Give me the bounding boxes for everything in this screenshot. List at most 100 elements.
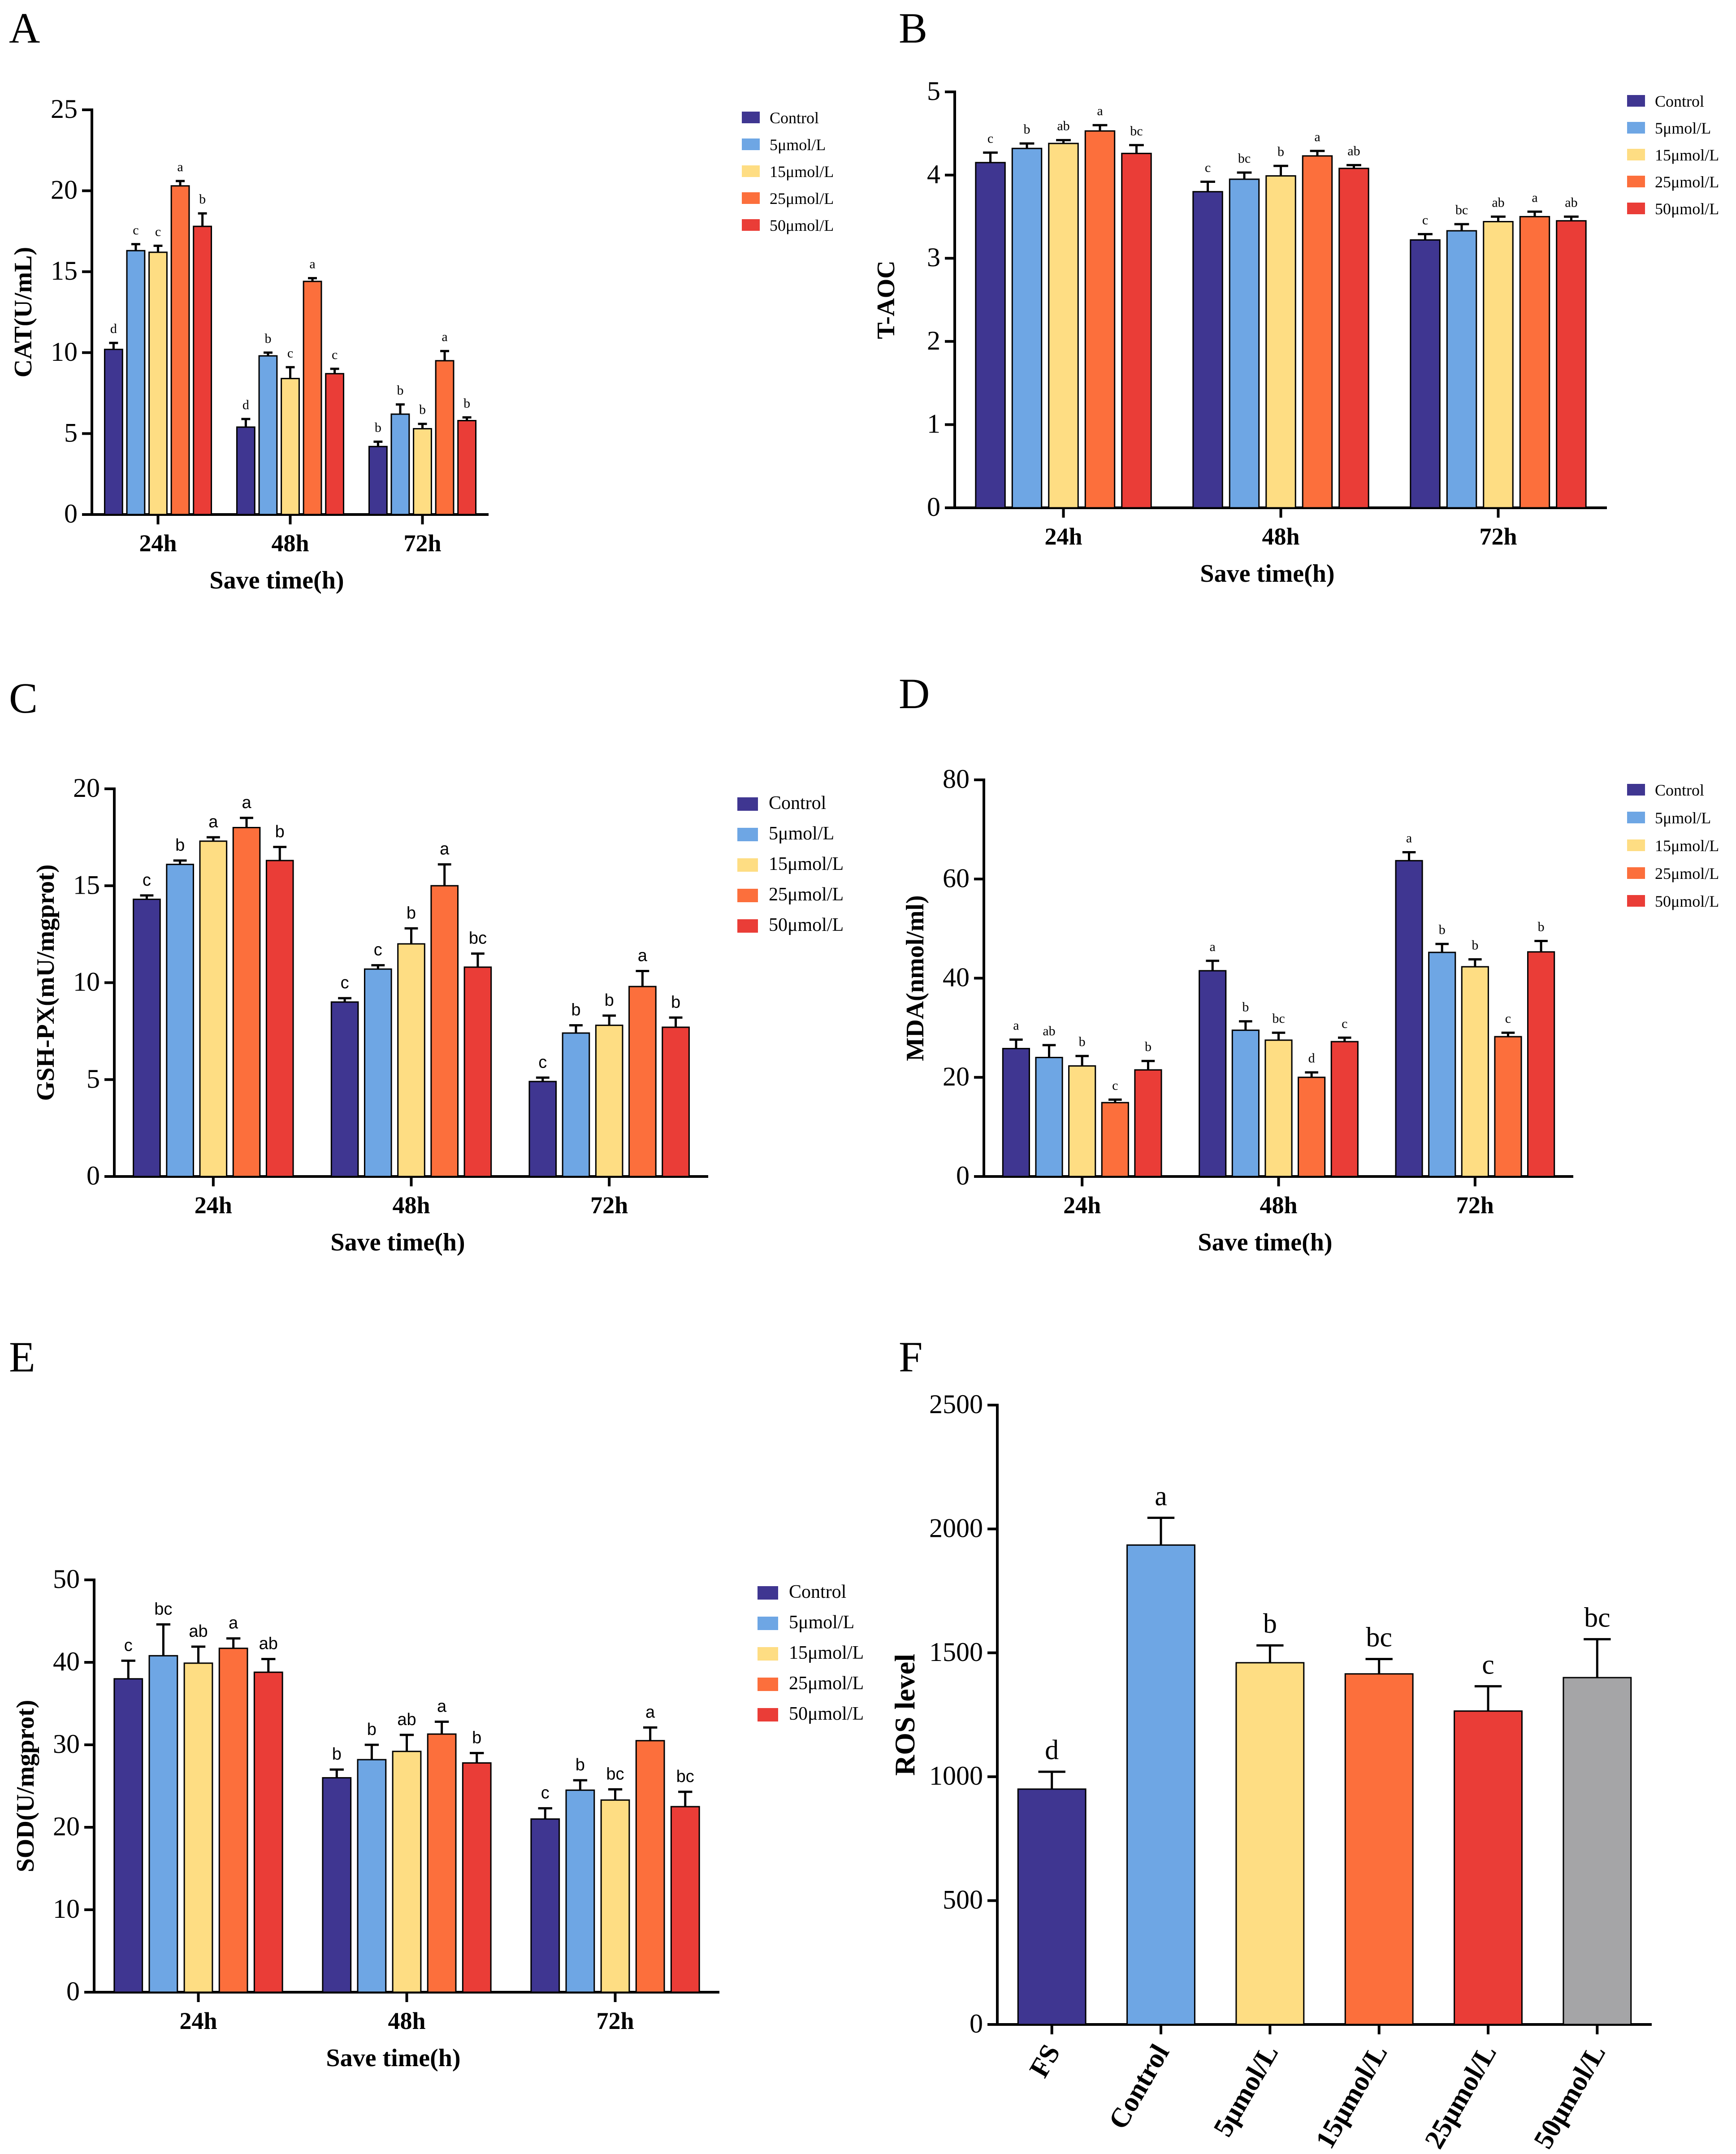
significance-label: b <box>407 904 416 922</box>
y-tick-label: 0 <box>66 1977 80 2006</box>
panel-C: C 0 5 10 15 20 GSH-PX(mU/mgprot) 24h c b a a b 48h c c b… <box>9 674 844 1256</box>
x-tick-label: 25μmol/L <box>1419 2039 1502 2154</box>
legend-entry: 15μmol/L <box>1655 837 1719 855</box>
legend-swatch <box>758 1678 778 1691</box>
bar-15molL-24h <box>1068 1065 1096 1177</box>
y-tick-label: 500 <box>943 1885 983 1915</box>
legend-entry: 50μmol/L <box>1655 200 1719 218</box>
significance-label: c <box>1482 1649 1494 1680</box>
significance-label: c <box>374 941 382 960</box>
y-tick-label: 15 <box>51 256 78 285</box>
bar-Control-48h <box>1192 191 1223 509</box>
bar-25molL-24h <box>1084 130 1116 509</box>
bar-50molL-24h <box>1134 1069 1162 1177</box>
bar-Control-72h <box>530 1818 560 1993</box>
significance-label: b <box>1024 122 1030 137</box>
significance-label: ab <box>1347 143 1360 158</box>
legend-entry: 5μmol/L <box>1655 809 1711 827</box>
bar-50molL-48h <box>463 966 492 1177</box>
bar-5molL-24h <box>1011 147 1043 509</box>
y-axis-title: SOD(U/mgprot) <box>12 1700 39 1873</box>
significance-label: a <box>645 1703 655 1721</box>
bar-Control-48h <box>322 1777 352 1993</box>
y-tick-label: 4 <box>927 160 940 189</box>
x-tick-label: 24h <box>195 1192 232 1219</box>
x-tick-label: 48h <box>271 530 309 557</box>
bar-50molL-48h <box>462 1762 492 1993</box>
significance-label: b <box>671 993 680 1012</box>
bar-25molL-72h <box>628 986 657 1177</box>
significance-label: c <box>1422 212 1428 227</box>
bar-50molL-24h <box>265 860 294 1177</box>
legend-swatch <box>1627 784 1645 796</box>
legend-swatch <box>758 1586 778 1600</box>
x-tick-label: 72h <box>590 1192 628 1219</box>
bar-5molL-48h <box>1231 1029 1260 1177</box>
bar-5molL-24h <box>126 250 146 515</box>
panel-label: C <box>9 674 38 722</box>
legend-swatch <box>737 919 758 933</box>
legend-entry: 50μmol/L <box>1655 892 1719 910</box>
significance-label: b <box>275 822 285 841</box>
significance-label: b <box>1263 1609 1277 1639</box>
bar-Control-24h <box>133 899 161 1177</box>
significance-label: b <box>1277 144 1284 159</box>
significance-label: bc <box>606 1765 624 1783</box>
significance-label: a <box>242 793 251 812</box>
bar-15molL-72h <box>595 1025 623 1177</box>
significance-label: b <box>375 420 381 435</box>
significance-label: a <box>1406 831 1412 846</box>
significance-label: c <box>341 973 349 992</box>
legend-entry: 25μmol/L <box>1655 173 1719 191</box>
significance-label: ab <box>1057 119 1069 134</box>
significance-label: b <box>463 396 470 411</box>
significance-label: b <box>1145 1039 1152 1054</box>
legend-entry: 50μmol/L <box>789 1704 864 1724</box>
significance-label: a <box>1314 130 1320 144</box>
legend-swatch <box>758 1708 778 1721</box>
significance-label: b <box>1472 938 1478 952</box>
legend-entry: 25μmol/L <box>1655 865 1719 882</box>
y-tick-label: 0 <box>87 1161 100 1190</box>
bar-50molL-24h <box>1121 152 1152 509</box>
legend-swatch <box>1627 176 1645 187</box>
y-tick-label: 80 <box>943 764 970 794</box>
legend-entry: 5μmol/L <box>1655 119 1711 137</box>
panel-label: B <box>899 4 927 52</box>
bar-5molL-48h <box>1229 178 1260 509</box>
significance-label: b <box>576 1756 585 1774</box>
y-axis-title: ROS level <box>889 1654 921 1776</box>
y-tick-label: 1500 <box>929 1637 983 1667</box>
bar-50molL <box>1563 1677 1632 2025</box>
significance-label: d <box>1045 1735 1059 1765</box>
significance-label: c <box>155 224 161 239</box>
bar-50molL-72h <box>670 1806 700 1993</box>
bar-Control-72h <box>368 446 388 515</box>
legend-swatch <box>758 1617 778 1630</box>
legend-swatch <box>1627 203 1645 214</box>
bar-Control-48h <box>330 1001 359 1177</box>
x-tick-label: 48h <box>388 2007 425 2034</box>
bar-50molL-24h <box>193 225 212 515</box>
panel-B: B 0 1 2 3 4 5 T-AOC 24h c b ab a bc 48h c bc b a ab 72h c bc ab… <box>872 4 1719 588</box>
legend-swatch <box>742 138 760 150</box>
bar-50molL-48h <box>1330 1041 1359 1177</box>
bar-50molL-48h <box>325 373 345 515</box>
bar-5molL-72h <box>1446 230 1477 509</box>
bar-15molL-72h <box>1461 966 1489 1177</box>
bar-15molL-24h <box>183 1662 213 1993</box>
y-tick-label: 25 <box>51 94 78 124</box>
legend-swatch <box>742 219 760 231</box>
significance-label: bc <box>1238 151 1251 166</box>
legend-entry: Control <box>1655 781 1704 799</box>
y-tick-label: 20 <box>51 175 78 205</box>
y-axis-title: MDA(nmol/ml) <box>901 895 929 1061</box>
bar-Control-72h <box>1410 239 1441 509</box>
x-tick-label: 72h <box>403 530 441 557</box>
significance-label: c <box>287 346 293 360</box>
significance-label: a <box>437 1697 447 1716</box>
y-tick-label: 2 <box>927 326 940 355</box>
panel-A: A 0 5 10 15 20 25 CAT(U/mL) 24h d c c a b 48h d b c a c 72h b… <box>9 4 834 594</box>
significance-label: c <box>124 1636 133 1655</box>
